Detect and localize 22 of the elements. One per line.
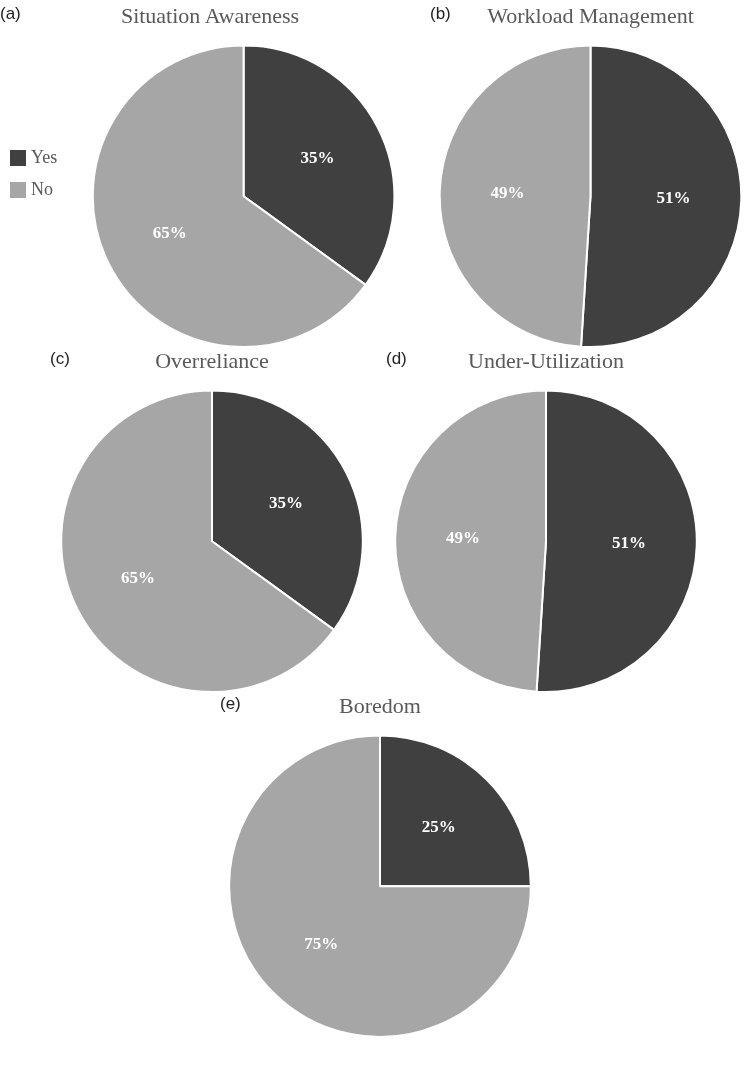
text: (e) <box>220 694 241 714</box>
text: (b) <box>430 4 451 24</box>
text: (a) <box>0 4 21 24</box>
data-label: 49% <box>490 182 525 202</box>
chart-title: Boredom <box>339 692 421 718</box>
chart-title: Workload Management <box>487 2 694 28</box>
legend-label: Yes <box>31 146 58 167</box>
chart-title: Under-Utilization <box>468 347 624 373</box>
text: (c) <box>50 349 70 369</box>
data-label: 51% <box>611 533 646 553</box>
data-label: 49% <box>446 527 481 547</box>
data-label: 75% <box>304 934 339 954</box>
chart-title: Situation Awareness <box>120 2 300 28</box>
data-label: 65% <box>121 568 156 588</box>
data-label: 35% <box>268 492 303 512</box>
data-label: 25% <box>421 816 456 836</box>
text: (d) <box>386 349 407 369</box>
data-label: 35% <box>300 147 335 167</box>
data-label: 51% <box>656 188 691 208</box>
legend-label: No <box>31 178 53 199</box>
data-label: 65% <box>152 223 187 243</box>
chart-title: Overreliance <box>155 347 269 373</box>
